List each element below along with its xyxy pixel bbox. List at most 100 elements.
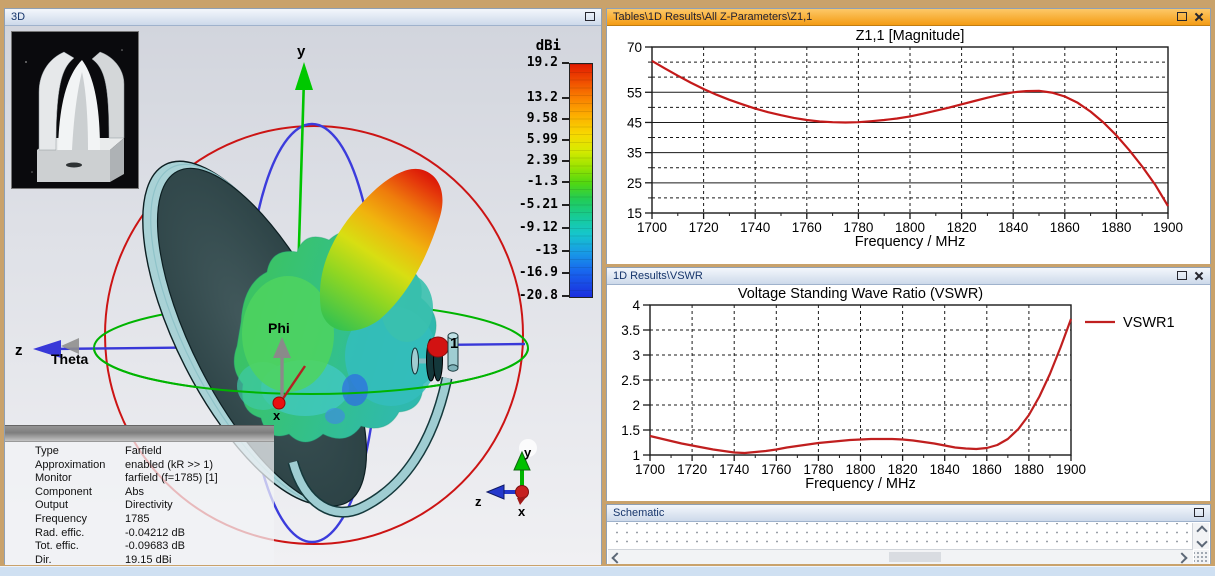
info-label: Tot. effic.: [35, 540, 79, 552]
colorbar: dBi 19.213.29.585.992.39-1.3-5.21-9.12-1…: [503, 38, 601, 306]
svg-text:1700: 1700: [637, 220, 667, 235]
svg-text:1760: 1760: [761, 462, 791, 477]
panel-schematic: Schematic: [606, 504, 1211, 564]
schematic-canvas[interactable]: [608, 523, 1193, 549]
info-value: Abs: [125, 486, 144, 498]
scroll-down-icon[interactable]: [1196, 536, 1207, 547]
scrollbar-thumb[interactable]: [889, 552, 941, 562]
panel-vswr-title: 1D Results\VSWR: [613, 270, 703, 282]
info-value: Farfield: [125, 445, 162, 457]
svg-text:1820: 1820: [947, 220, 977, 235]
colorbar-tick: [562, 139, 569, 141]
chart-title: Voltage Standing Wave Ratio (VSWR): [738, 286, 983, 302]
info-value: -0.04212 dB: [125, 527, 185, 539]
svg-text:3: 3: [632, 348, 640, 363]
info-row: Dir.19.15 dBi: [5, 554, 274, 565]
vertical-scrollbar[interactable]: [1192, 523, 1209, 549]
colorbar-label: -16.9: [503, 266, 558, 280]
svg-text:2: 2: [632, 398, 640, 413]
colorbar-tick: [562, 160, 569, 162]
info-label: Frequency: [35, 513, 87, 525]
maximize-icon: [1177, 271, 1187, 280]
colorbar-label: 2.39: [503, 154, 558, 168]
info-value: farfield (f=1785) [1]: [125, 472, 218, 484]
info-header-bar[interactable]: [5, 425, 274, 442]
colorbar-tick: [562, 97, 569, 99]
chart-svg: 1700172017401760178018001820184018601880…: [607, 26, 1208, 263]
colorbar-unit: dBi: [503, 38, 561, 54]
colorbar-tick: [562, 250, 569, 252]
svg-text:3.5: 3.5: [621, 323, 640, 338]
svg-text:1900: 1900: [1153, 220, 1183, 235]
triad-z-label: z: [475, 494, 482, 509]
colorbar-tick: [562, 118, 569, 120]
maximize-button[interactable]: [1192, 507, 1206, 519]
z-magnitude-chart[interactable]: 1700172017401760178018001820184018601880…: [607, 26, 1210, 264]
maximize-button[interactable]: [1175, 11, 1189, 23]
svg-text:1740: 1740: [740, 220, 770, 235]
svg-text:1840: 1840: [930, 462, 960, 477]
panel-3d-title: 3D: [11, 11, 25, 23]
y-axis-arrow: [295, 62, 313, 90]
3d-viewport[interactable]: z Theta y: [5, 26, 601, 565]
orientation-triad[interactable]: y z x: [475, 439, 537, 519]
horizontal-scrollbar[interactable]: [608, 549, 1193, 564]
port-marker: [428, 337, 449, 357]
close-button[interactable]: [1192, 11, 1206, 23]
info-row: TypeFarfield: [5, 445, 274, 459]
svg-text:55: 55: [627, 85, 642, 100]
maximize-icon: [585, 12, 595, 21]
info-label: Monitor: [35, 472, 72, 484]
feed-disc-small: [412, 348, 419, 374]
blob-blue-patch-2: [325, 408, 345, 424]
scroll-up-icon[interactable]: [1196, 525, 1207, 536]
panel-3d-titlebar[interactable]: 3D: [5, 9, 601, 26]
vswr-chart[interactable]: 1700172017401760178018001820184018601880…: [607, 285, 1210, 501]
panel-vswr: 1D Results\VSWR 170017201740176017801800…: [606, 267, 1211, 501]
info-row: Monitor farfield (f=1785) [1]: [5, 472, 274, 486]
maximize-button[interactable]: [1175, 270, 1189, 282]
panel-3d: 3D: [4, 8, 602, 564]
info-row: Frequency1785: [5, 513, 274, 527]
panel-vswr-titlebar[interactable]: 1D Results\VSWR: [607, 268, 1210, 285]
colorbar-label: -13: [503, 244, 558, 258]
phi-label: Phi: [268, 320, 290, 336]
x-axis-title: Frequency / MHz: [855, 234, 965, 250]
colorbar-tick: [562, 295, 569, 297]
svg-text:1880: 1880: [1014, 462, 1044, 477]
legend-label: VSWR1: [1123, 315, 1175, 331]
panel-schematic-titlebar[interactable]: Schematic: [607, 505, 1210, 522]
colorbar-tick: [562, 227, 569, 229]
scroll-left-icon[interactable]: [611, 552, 622, 563]
svg-text:1800: 1800: [845, 462, 875, 477]
svg-text:1780: 1780: [843, 220, 873, 235]
info-row: ComponentAbs: [5, 486, 274, 500]
svg-text:1720: 1720: [689, 220, 719, 235]
svg-text:15: 15: [627, 206, 642, 221]
panel-z-titlebar[interactable]: Tables\1D Results\All Z-Parameters\Z1,1: [607, 9, 1210, 26]
close-button[interactable]: [1192, 270, 1206, 282]
info-row: OutputDirectivity: [5, 499, 274, 513]
resize-grip[interactable]: [1194, 550, 1209, 564]
blob-blue-patch: [342, 374, 368, 406]
panel-z-parameters: Tables\1D Results\All Z-Parameters\Z1,1 …: [606, 8, 1211, 264]
svg-text:4: 4: [632, 298, 640, 313]
svg-text:1720: 1720: [677, 462, 707, 477]
port-label: 1: [450, 335, 458, 352]
svg-text:1820: 1820: [888, 462, 918, 477]
x-axis-title: Frequency / MHz: [805, 476, 915, 492]
scroll-right-icon[interactable]: [1176, 552, 1187, 563]
colorbar-label: 19.2: [503, 56, 558, 70]
svg-text:1840: 1840: [998, 220, 1028, 235]
colorbar-label: -20.8: [503, 289, 558, 303]
svg-text:1: 1: [632, 448, 640, 463]
info-row: Rad. effic.-0.04212 dB: [5, 527, 274, 541]
info-label: Approximation: [35, 459, 105, 471]
svg-text:1900: 1900: [1056, 462, 1086, 477]
theta-label: Theta: [51, 351, 89, 367]
colorbar-label: -1.3: [503, 175, 558, 189]
maximize-button[interactable]: [583, 11, 597, 23]
info-value: enabled (kR >> 1): [125, 459, 213, 471]
info-value: -0.09683 dB: [125, 540, 185, 552]
svg-text:1860: 1860: [972, 462, 1002, 477]
